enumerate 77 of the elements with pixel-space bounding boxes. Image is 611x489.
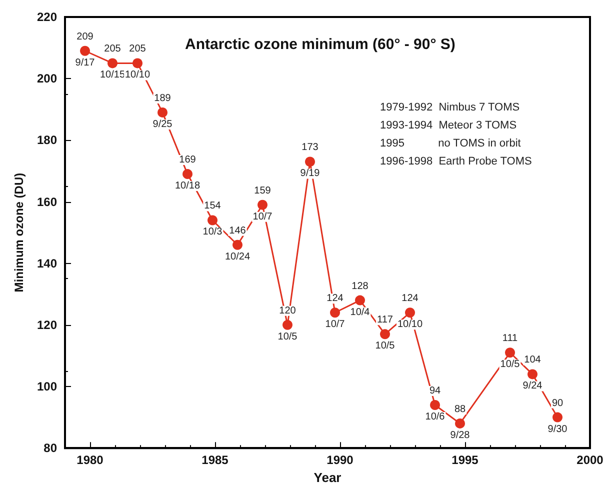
x-tick-label: 1985 bbox=[202, 453, 229, 468]
point bbox=[355, 295, 365, 306]
y-tick-label: 220 bbox=[36, 10, 58, 24]
point bbox=[80, 46, 90, 56]
y-tick-label: 200 bbox=[36, 72, 58, 86]
point bbox=[505, 348, 515, 358]
point bbox=[430, 400, 440, 410]
point bbox=[158, 107, 168, 118]
annotation: 9/28 bbox=[450, 430, 470, 441]
annotation: 10/4 bbox=[350, 306, 370, 318]
annotation: 10/10 bbox=[124, 70, 150, 81]
point bbox=[108, 58, 118, 68]
y-tick-label: 80 bbox=[44, 441, 58, 456]
data-label: 88 bbox=[454, 404, 466, 415]
point bbox=[232, 240, 242, 250]
data-label: 104 bbox=[524, 354, 542, 366]
y-tick-label: 100 bbox=[36, 380, 58, 394]
y-tick-label: 140 bbox=[36, 256, 58, 270]
annotation: 10/7 bbox=[325, 319, 346, 330]
annotation: 10/5 bbox=[375, 340, 396, 352]
point bbox=[182, 169, 192, 180]
point bbox=[552, 412, 562, 422]
x-axis-title: Year bbox=[314, 470, 342, 485]
annotation: 1995 no TOMS in orbit bbox=[380, 138, 521, 150]
y-tick-label: 160 bbox=[36, 194, 58, 209]
annotation: 10/10 bbox=[397, 319, 423, 330]
y-axis-title: Minimum ozone (DU) bbox=[12, 172, 26, 292]
annotation: 10/3 bbox=[202, 226, 223, 238]
annotation: 10/5 bbox=[500, 359, 520, 370]
data-label: 154 bbox=[204, 200, 222, 212]
data-label: 124 bbox=[402, 293, 419, 304]
data-label: 159 bbox=[254, 185, 272, 196]
point bbox=[330, 308, 340, 318]
annotation: 10/15 bbox=[100, 70, 126, 81]
point bbox=[528, 369, 538, 380]
x-tick-label: 1980 bbox=[76, 453, 104, 468]
x-tick-label: 2000 bbox=[576, 453, 604, 468]
annotation: 10/6 bbox=[425, 411, 446, 422]
point bbox=[455, 418, 465, 428]
data-label: 205 bbox=[129, 44, 146, 55]
annotation: 1996-1998 Earth Probe TOMS bbox=[380, 156, 532, 168]
x-tick-label: 1990 bbox=[326, 453, 354, 468]
data-label: 169 bbox=[179, 154, 196, 166]
annotation: 1979-1992 Nimbus 7 TOMS bbox=[380, 102, 520, 114]
annotation: 9/25 bbox=[152, 118, 173, 130]
annotation: 1993-1994 Meteor 3 TOMS bbox=[380, 120, 517, 132]
data-label: 209 bbox=[76, 31, 94, 42]
annotation: 9/17 bbox=[75, 57, 96, 68]
data-label: 120 bbox=[279, 305, 296, 316]
text: Antarctic ozone minimum (60° - 90° S) bbox=[185, 36, 456, 53]
y-tick-label: 120 bbox=[36, 318, 58, 332]
annotation: 10/18 bbox=[174, 180, 200, 192]
data-label: 173 bbox=[302, 142, 319, 154]
point bbox=[258, 200, 268, 210]
point bbox=[380, 329, 390, 340]
annotation: 9/24 bbox=[522, 380, 543, 392]
data-label: 124 bbox=[326, 293, 344, 304]
data-label: 146 bbox=[229, 225, 246, 236]
point bbox=[132, 58, 142, 68]
annotation: 10/24 bbox=[224, 251, 250, 262]
data-label: 90 bbox=[552, 398, 564, 409]
data-label: 117 bbox=[377, 314, 394, 326]
data-label: 128 bbox=[352, 280, 369, 292]
data-label: 205 bbox=[104, 44, 122, 55]
annotation: 9/19 bbox=[300, 168, 320, 180]
x-tick-label: 1995 bbox=[452, 453, 479, 468]
annotation: 9/30 bbox=[548, 424, 568, 435]
annotation: 10/7 bbox=[252, 211, 273, 222]
point bbox=[305, 156, 315, 167]
data-label: 111 bbox=[502, 333, 518, 344]
point bbox=[282, 320, 292, 330]
point bbox=[405, 308, 415, 318]
data-label: 189 bbox=[154, 92, 172, 104]
data-label: 94 bbox=[429, 385, 441, 396]
y-tick-label: 180 bbox=[36, 133, 58, 148]
annotation: 10/5 bbox=[278, 331, 298, 342]
point bbox=[208, 215, 218, 226]
